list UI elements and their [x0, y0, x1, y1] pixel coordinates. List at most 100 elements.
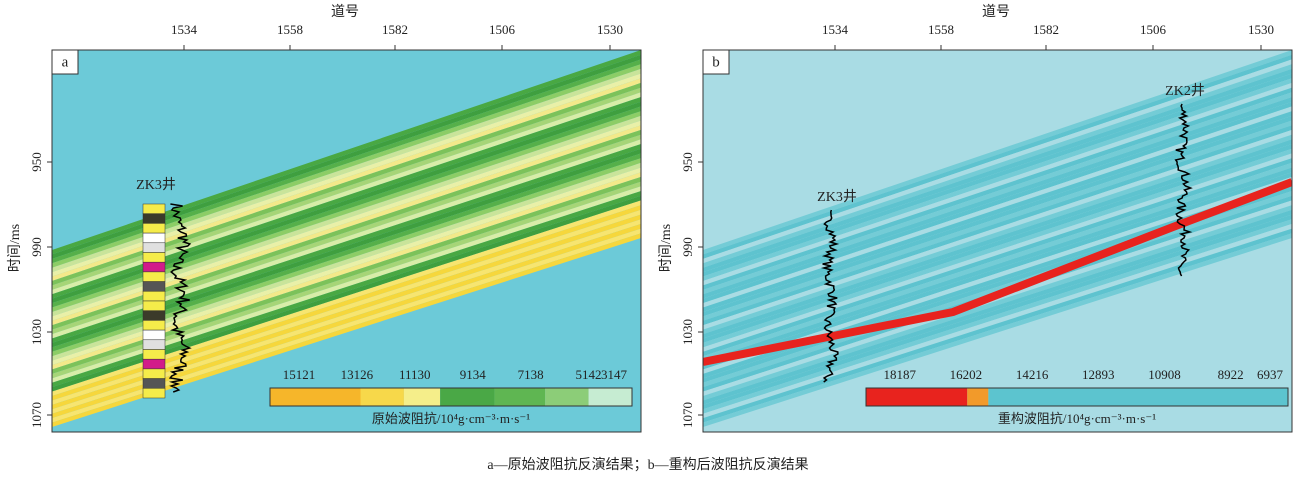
impedance-layer [703, 162, 1292, 361]
lithology [142, 242, 166, 253]
colorbar-segment [494, 388, 546, 406]
impedance-layer [52, 78, 641, 281]
lithology [142, 281, 166, 292]
impedance-layer [703, 78, 1292, 281]
colorbar-label: 6937 [1257, 367, 1284, 382]
x-tick-label: 1534 [822, 22, 849, 37]
x-tick-label: 1506 [489, 22, 516, 37]
y-tick-label: 1030 [680, 319, 695, 345]
impedance-layer [52, 148, 641, 348]
impedance-layer [52, 54, 641, 259]
well-label: ZK2井 [1165, 83, 1205, 99]
x-tick-label: 1582 [1033, 22, 1059, 37]
colorbar-segment [545, 388, 589, 406]
lithology [142, 261, 166, 273]
panel: b 道号 1534 1558 1582 1506 1530 950 990 1030 1070 时间/… [658, 4, 1293, 433]
lithology [142, 320, 166, 331]
colorbar-segment [403, 388, 441, 406]
impedance-layer [703, 125, 1292, 326]
impedance-layer [52, 59, 641, 264]
impedance-layer [52, 97, 641, 299]
impedance-layer [703, 92, 1292, 295]
impedance-layer [52, 106, 641, 308]
frame [702, 49, 1293, 433]
impedance-layer [703, 73, 1292, 277]
impedance-layer [703, 134, 1292, 335]
lithology [142, 388, 166, 399]
impedance-layer [703, 205, 1292, 401]
impedance-layer [703, 111, 1292, 312]
impedance-layer [52, 144, 641, 343]
impedance-layer [52, 92, 641, 295]
impedance-layer [703, 144, 1292, 343]
impedance-layer [52, 50, 641, 255]
impedance-layer [703, 87, 1292, 290]
x-tick-label: 1530 [597, 22, 623, 37]
y-axis-title: 时间/ms [7, 224, 23, 272]
lithology [142, 310, 166, 321]
impedance-layer [52, 209, 641, 405]
well-log [168, 203, 192, 393]
lithology [142, 252, 166, 263]
colorbar-segment [360, 388, 404, 406]
colorbar-segment [588, 388, 632, 406]
well-log [820, 209, 840, 383]
impedance-layer [52, 129, 641, 330]
impedance-layer [52, 219, 641, 414]
impedance-layer [703, 176, 1292, 374]
impedance-layer [52, 120, 641, 321]
colorbar-label: 10908 [1148, 367, 1181, 382]
impedance-layer [703, 115, 1292, 317]
lithology [142, 213, 166, 224]
impedance-layer [52, 73, 641, 277]
impedance-layer [703, 101, 1292, 304]
colorbar-label: 16202 [950, 367, 983, 382]
panel: a 道号 1534 1558 1582 1506 1530 950 990 1030 1070 时间/… [7, 4, 642, 433]
impedance-layer [703, 129, 1292, 330]
impedance-layer [52, 233, 641, 427]
x-tick-label: 1558 [277, 22, 303, 37]
lithology [142, 291, 166, 302]
y-tick-label: 950 [680, 152, 695, 172]
impedance-layer [703, 167, 1292, 366]
y-tick-label: 990 [680, 237, 695, 257]
impedance-layer [52, 125, 641, 326]
impedance-layer [703, 158, 1292, 357]
lithology [142, 300, 166, 311]
x-axis-title: 道号 [331, 4, 359, 20]
lithology [142, 339, 166, 350]
y-tick-label: 1030 [29, 319, 44, 345]
colorbar-segment [967, 388, 989, 406]
colorbar-segment [440, 388, 495, 406]
colorbar-label: 12893 [1082, 367, 1115, 382]
impedance-layer [703, 233, 1292, 427]
impedance-layer [703, 172, 1292, 370]
colorbar-title: 原始波阻抗/10⁴g·cm⁻³·m·s⁻¹ [372, 411, 530, 426]
impedance-layer [52, 82, 641, 286]
colorbar-label: 9134 [460, 367, 487, 382]
impedance-layer [52, 228, 641, 423]
impedance-layer [52, 162, 641, 361]
impedance-layer [703, 59, 1292, 264]
lithology [142, 203, 166, 214]
impedance-layer [703, 153, 1292, 352]
colorbar-segment [270, 388, 361, 406]
colorbar-label: 5142 [576, 367, 602, 382]
panel-label-box [51, 49, 79, 75]
impedance-layer [703, 228, 1292, 423]
impedance-layer [52, 223, 641, 419]
y-tick-label: 950 [29, 152, 44, 172]
impedance-layer [52, 153, 641, 352]
impedance-layer [703, 219, 1292, 414]
y-axis-title: 时间/ms [658, 224, 674, 272]
lithology [142, 223, 166, 234]
y-tick-label: 1070 [29, 402, 44, 428]
x-tick-label: 1506 [1140, 22, 1167, 37]
colorbar-label: 8922 [1218, 367, 1244, 382]
y-tick-label: 990 [29, 237, 44, 257]
caption: a—原始波阻抗反演结果；b—重构后波阻抗反演结果 [487, 457, 808, 473]
well-label: ZK3井 [817, 189, 857, 205]
panel-label-box [702, 49, 730, 75]
impedance-layer [703, 120, 1292, 321]
impedance-layer [703, 64, 1292, 268]
